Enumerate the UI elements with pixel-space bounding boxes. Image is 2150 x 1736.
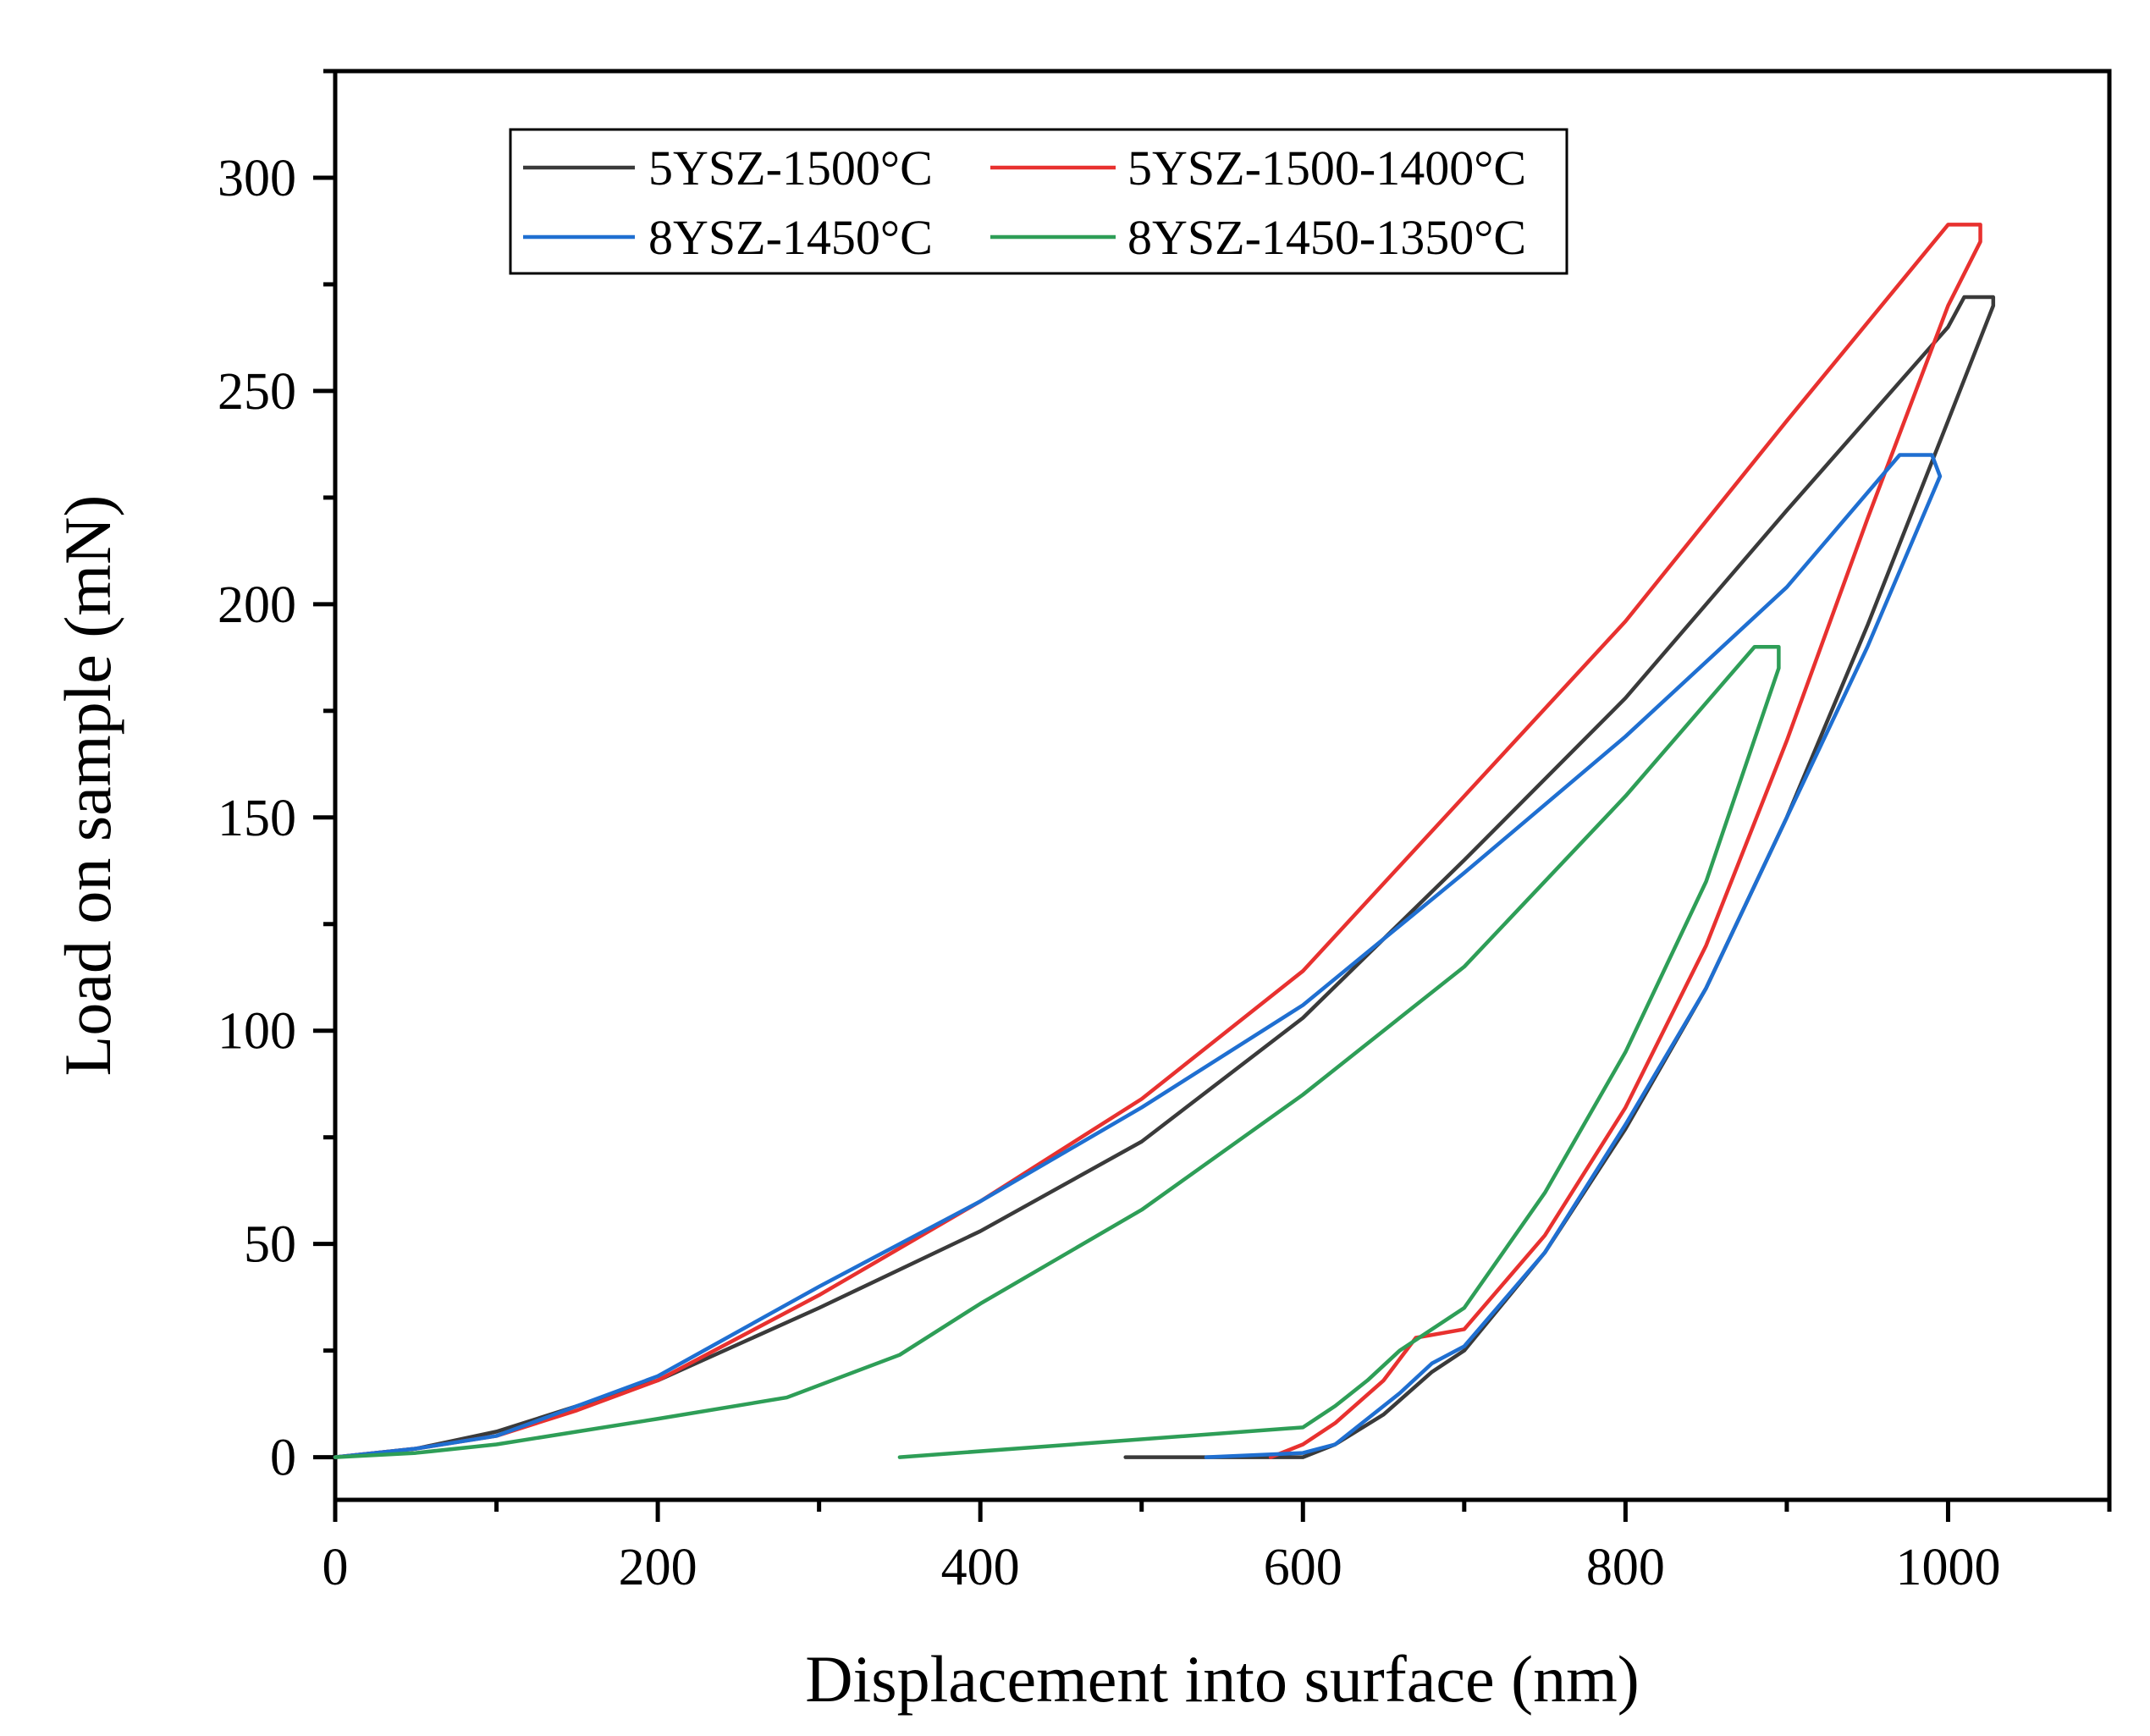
y-tick-label: 300 bbox=[218, 150, 296, 207]
legend: 5YSZ-1500°C 5YSZ-1500-1400°C 8YSZ-1450°C… bbox=[509, 128, 1568, 275]
y-tick-label: 200 bbox=[218, 576, 296, 634]
y-tick-label: 0 bbox=[270, 1430, 296, 1487]
legend-label-8ysz-1450: 8YSZ-1450°C bbox=[648, 210, 933, 265]
y-axis-title: Load on sample (mN) bbox=[51, 495, 124, 1077]
x-tick-label: 800 bbox=[1586, 1539, 1665, 1596]
x-axis-title: Displacement into surface (nm) bbox=[805, 1642, 1639, 1716]
x-tick-label: 0 bbox=[322, 1539, 349, 1596]
x-tick-label: 400 bbox=[941, 1539, 1020, 1596]
x-tick-label: 200 bbox=[619, 1539, 697, 1596]
x-tick-label: 600 bbox=[1264, 1539, 1342, 1596]
series-lines bbox=[333, 223, 1996, 1459]
legend-box bbox=[509, 128, 1568, 275]
y-tick-label: 150 bbox=[218, 790, 296, 847]
y-tick-label: 100 bbox=[218, 1003, 296, 1061]
y-tick-label: 50 bbox=[244, 1216, 296, 1274]
series-line-8ysz-1450-c bbox=[333, 453, 1943, 1459]
plot-frame bbox=[333, 69, 2112, 1502]
legend-label-8ysz-1450-1350: 8YSZ-1450-1350°C bbox=[1127, 210, 1526, 265]
series-line-5ysz-1500-1400-c bbox=[333, 223, 1982, 1459]
series-line-5ysz-1500-c bbox=[333, 295, 1996, 1459]
y-axis-ticks: 0 50 100 150 200 250 300 bbox=[218, 69, 335, 1487]
x-tick-label: 1000 bbox=[1895, 1539, 2000, 1596]
legend-label-5ysz-1500-1400: 5YSZ-1500-1400°C bbox=[1127, 141, 1526, 196]
x-axis-ticks: 0 200 400 600 800 1000 bbox=[322, 1500, 2112, 1596]
y-tick-label: 250 bbox=[218, 363, 296, 421]
series-line-8ysz-1450-1350-c bbox=[333, 644, 1781, 1459]
legend-label-5ysz-1500: 5YSZ-1500°C bbox=[648, 141, 933, 196]
